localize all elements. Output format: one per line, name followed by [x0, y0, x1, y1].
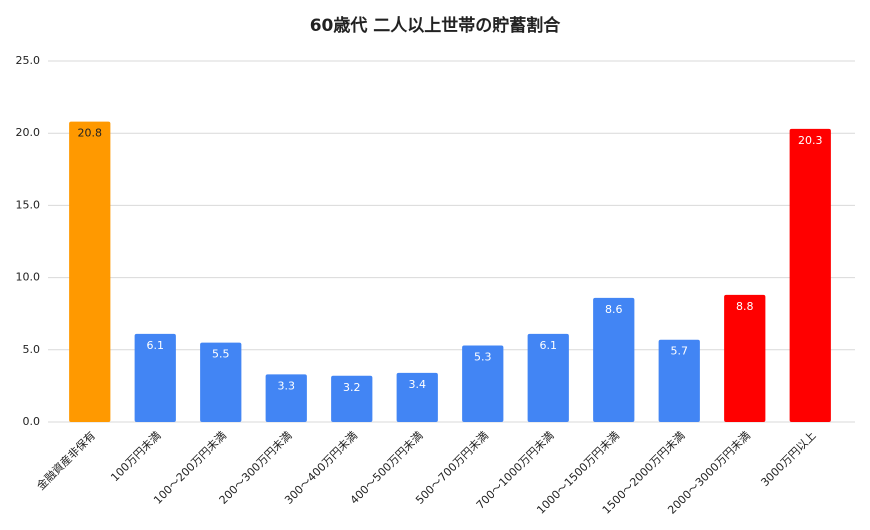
y-tick-label: 0.0 [23, 415, 41, 428]
value-label: 6.1 [540, 339, 558, 352]
chart-title: 60歳代 二人以上世帯の貯蓄割合 [310, 15, 562, 36]
bar [200, 342, 242, 422]
bar [265, 374, 307, 422]
value-label: 20.3 [798, 134, 823, 147]
y-tick-label: 15.0 [16, 198, 41, 211]
bar [331, 375, 373, 422]
y-tick-label: 20.0 [16, 126, 41, 139]
value-label: 6.1 [147, 339, 165, 352]
bar [462, 345, 504, 422]
bar [658, 339, 700, 422]
value-label: 20.8 [78, 127, 103, 140]
bar [69, 121, 111, 422]
value-label: 5.3 [474, 350, 492, 363]
value-label: 5.7 [671, 345, 689, 358]
y-tick-label: 10.0 [16, 271, 41, 284]
value-label: 3.4 [409, 378, 427, 391]
value-label: 3.3 [278, 379, 296, 392]
bar [789, 128, 831, 423]
y-tick-label: 5.0 [23, 343, 41, 356]
bar [396, 372, 438, 422]
value-label: 8.8 [736, 300, 754, 313]
y-tick-label: 25.0 [16, 54, 41, 67]
bar [724, 294, 766, 422]
value-label: 3.2 [343, 381, 361, 394]
bar [593, 297, 635, 422]
value-label: 5.5 [212, 348, 230, 361]
bar [527, 333, 569, 422]
value-label: 8.6 [605, 303, 623, 316]
bar [134, 333, 176, 422]
